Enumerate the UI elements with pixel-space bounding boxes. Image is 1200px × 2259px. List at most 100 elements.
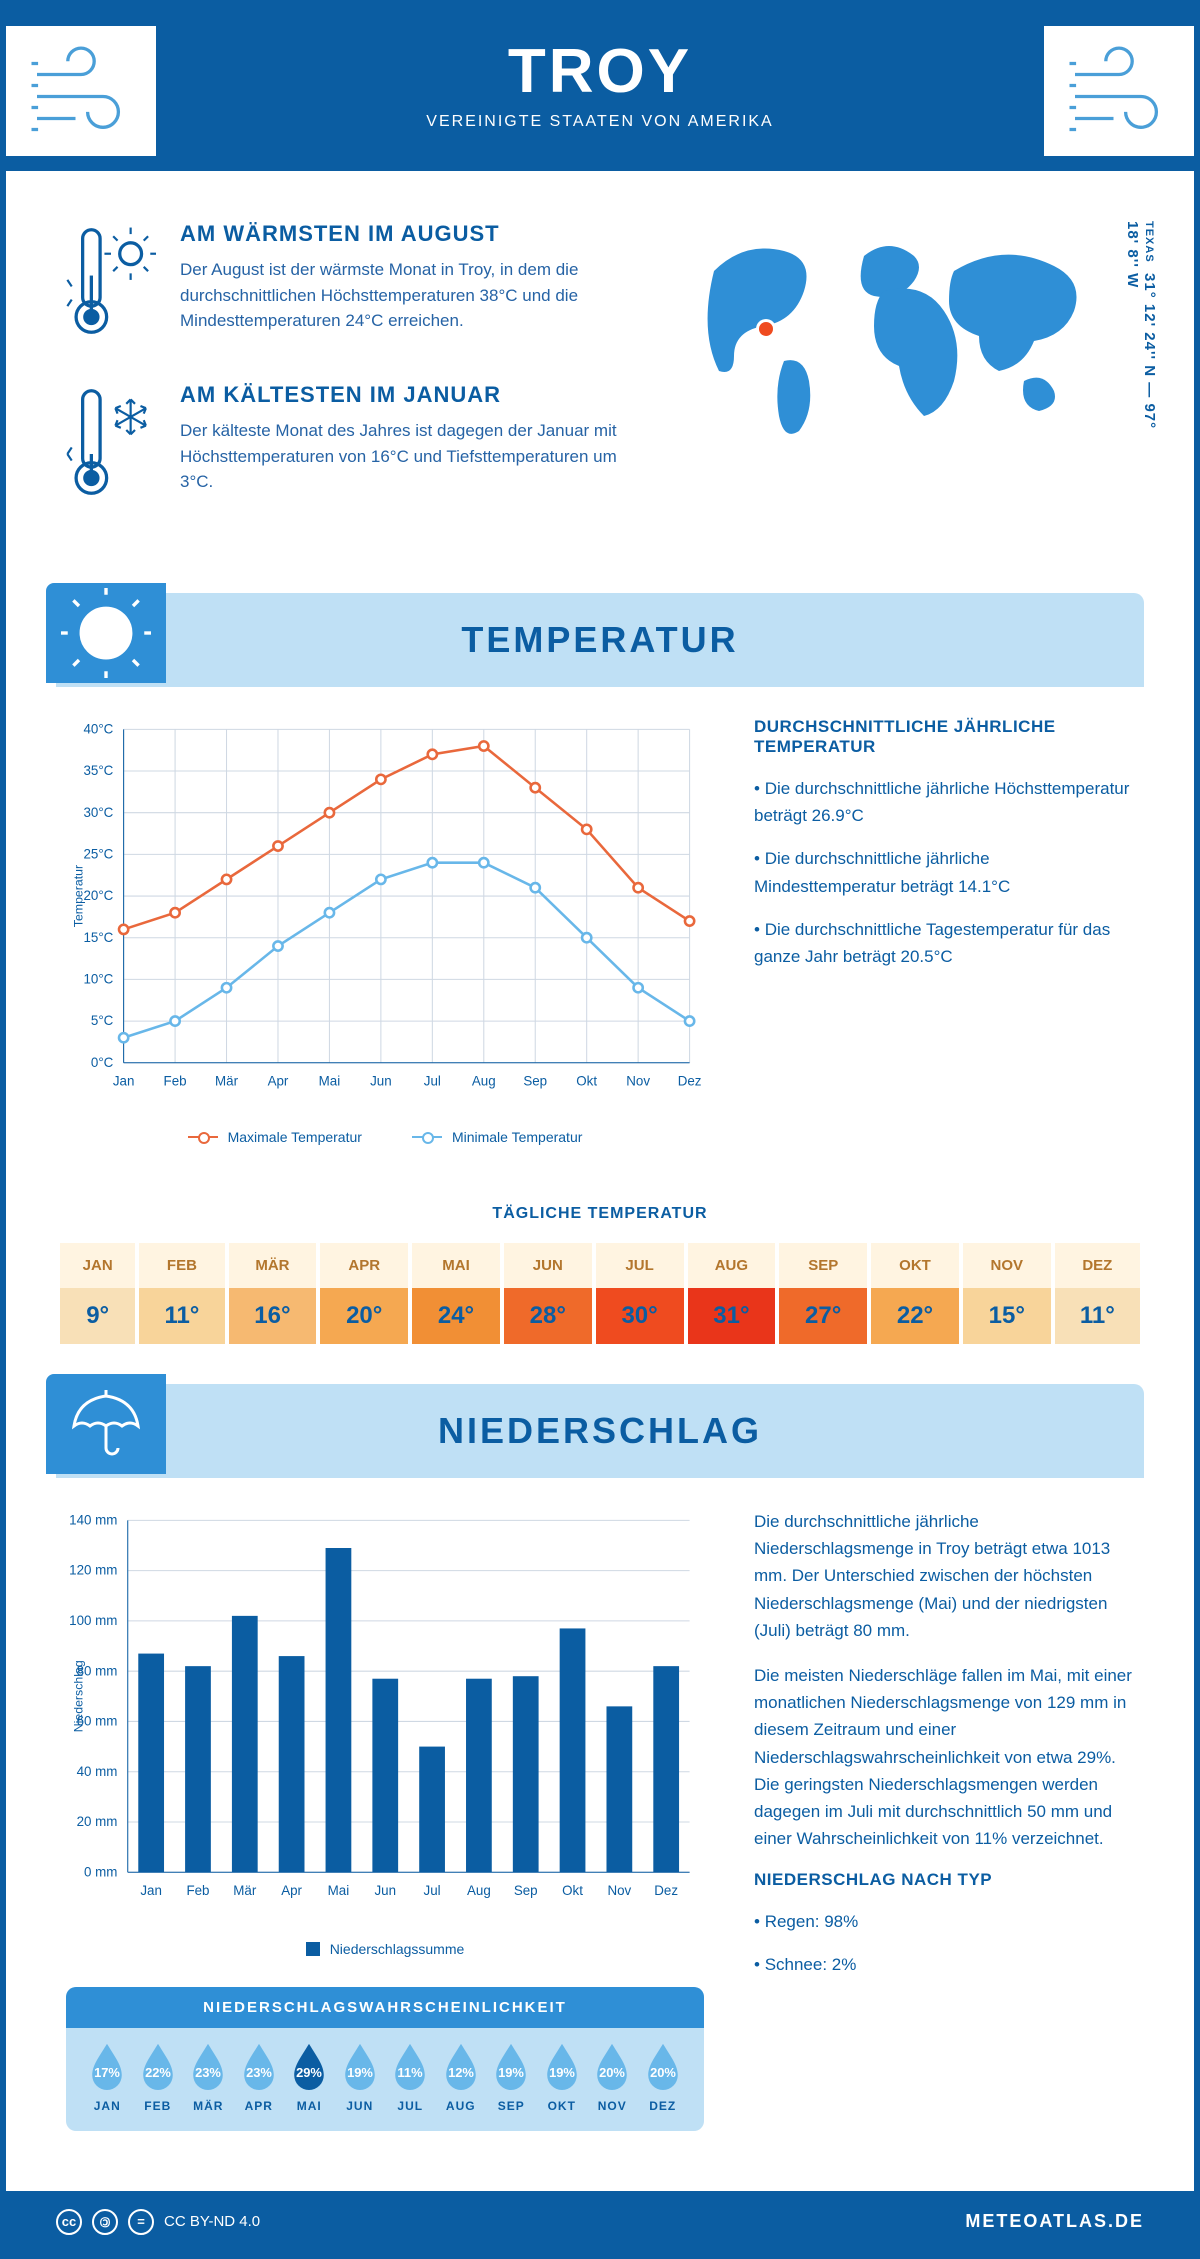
- svg-text:0 mm: 0 mm: [84, 1864, 117, 1879]
- avg-bullet: Die durchschnittliche jährliche Mindestt…: [754, 845, 1134, 899]
- intro-text-col: AM WÄRMSTEN IM AUGUST Der August ist der…: [66, 221, 654, 543]
- warmest-block: AM WÄRMSTEN IM AUGUST Der August ist der…: [66, 221, 654, 346]
- drop-item: 20% DEZ: [638, 2042, 689, 2113]
- svg-text:15°C: 15°C: [83, 930, 113, 945]
- svg-text:Aug: Aug: [467, 1883, 491, 1898]
- precipitation-text: Die durchschnittliche jährliche Niedersc…: [754, 1508, 1134, 2131]
- warmest-text: Der August ist der wärmste Monat in Troy…: [180, 257, 620, 334]
- svg-text:Feb: Feb: [186, 1883, 209, 1898]
- svg-text:20%: 20%: [650, 2065, 676, 2080]
- svg-text:19%: 19%: [498, 2065, 524, 2080]
- svg-text:Feb: Feb: [164, 1073, 187, 1088]
- thermometer-snow-icon: [66, 382, 156, 507]
- wind-icon-left: [6, 26, 156, 156]
- prec-legend-label: Niederschlagssumme: [330, 1941, 465, 1957]
- probability-title: NIEDERSCHLAGSWAHRSCHEINLICHKEIT: [66, 1987, 704, 2028]
- svg-text:Nov: Nov: [607, 1883, 631, 1898]
- drop-item: 29% MAI: [284, 2042, 335, 2113]
- svg-text:19%: 19%: [549, 2065, 575, 2080]
- precipitation-title: NIEDERSCHLAG: [56, 1410, 1144, 1452]
- drop-item: 12% AUG: [436, 2042, 487, 2113]
- section-head-temperature: TEMPERATUR: [56, 593, 1144, 687]
- cc-icon: cc: [56, 2209, 82, 2235]
- svg-text:Apr: Apr: [281, 1883, 302, 1898]
- svg-text:Dez: Dez: [654, 1883, 678, 1898]
- svg-text:29%: 29%: [296, 2065, 322, 2080]
- svg-text:Jun: Jun: [370, 1073, 392, 1088]
- svg-text:22%: 22%: [145, 2065, 171, 2080]
- avg-bullet: Die durchschnittliche Tagestemperatur fü…: [754, 916, 1134, 970]
- map-col: TEXAS 31° 12' 24'' N — 97° 18' 8'' W: [694, 221, 1134, 543]
- by-icon: 🄯: [92, 2209, 118, 2235]
- precipitation-legend: Niederschlagssumme: [66, 1941, 704, 1957]
- svg-text:Nov: Nov: [626, 1073, 650, 1088]
- svg-text:40°C: 40°C: [83, 721, 113, 736]
- svg-text:Okt: Okt: [576, 1073, 597, 1088]
- svg-text:Sep: Sep: [523, 1073, 547, 1088]
- world-map-icon: [694, 221, 1094, 441]
- drop-item: 23% APR: [234, 2042, 285, 2113]
- intro-row: AM WÄRMSTEN IM AUGUST Der August ist der…: [6, 171, 1194, 573]
- coldest-block: AM KÄLTESTEN IM JANUAR Der kälteste Mona…: [66, 382, 654, 507]
- svg-text:25°C: 25°C: [83, 846, 113, 861]
- avg-temp-heading: DURCHSCHNITTLICHE JÄHRLICHE TEMPERATUR: [754, 717, 1134, 757]
- drop-item: 22% FEB: [133, 2042, 184, 2113]
- legend-item: Minimale Temperatur: [412, 1129, 582, 1145]
- daily-temp-table: JANFEBMÄRAPRMAIJUNJULAUGSEPOKTNOVDEZ9°11…: [56, 1243, 1144, 1344]
- svg-text:Okt: Okt: [562, 1883, 583, 1898]
- coords-label: TEXAS 31° 12' 24'' N — 97° 18' 8'' W: [1124, 221, 1158, 446]
- section-head-precipitation: NIEDERSCHLAG: [56, 1384, 1144, 1478]
- svg-text:Mär: Mär: [215, 1073, 239, 1088]
- temperature-line-chart: 0°C5°C10°C15°C20°C25°C30°C35°C40°CJanFeb…: [66, 717, 704, 1113]
- drop-item: 19% JUN: [335, 2042, 386, 2113]
- svg-text:Mär: Mär: [233, 1883, 257, 1898]
- drop-item: 23% MÄR: [183, 2042, 234, 2113]
- type-bullet: Schnee: 2%: [754, 1951, 1134, 1978]
- umbrella-badge-icon: [46, 1374, 166, 1474]
- svg-text:Aug: Aug: [472, 1073, 496, 1088]
- license-text: CC BY-ND 4.0: [164, 2213, 260, 2230]
- svg-text:Apr: Apr: [268, 1073, 289, 1088]
- svg-text:35°C: 35°C: [83, 763, 113, 778]
- prec-para-2: Die meisten Niederschläge fallen im Mai,…: [754, 1662, 1134, 1852]
- svg-text:20%: 20%: [599, 2065, 625, 2080]
- drop-item: 17% JAN: [82, 2042, 133, 2113]
- svg-text:17%: 17%: [94, 2065, 120, 2080]
- svg-text:Jan: Jan: [140, 1883, 162, 1898]
- sun-badge-icon: [46, 583, 166, 683]
- svg-text:0°C: 0°C: [91, 1055, 114, 1070]
- svg-text:11%: 11%: [398, 2065, 424, 2080]
- drop-item: 20% NOV: [587, 2042, 638, 2113]
- svg-text:10°C: 10°C: [83, 972, 113, 987]
- wind-icon-right: [1044, 26, 1194, 156]
- svg-text:120 mm: 120 mm: [69, 1563, 117, 1578]
- svg-text:Temperatur: Temperatur: [71, 865, 85, 927]
- prec-type-heading: NIEDERSCHLAG NACH TYP: [754, 1870, 1134, 1890]
- avg-bullet: Die durchschnittliche jährliche Höchstte…: [754, 775, 1134, 829]
- warmest-title: AM WÄRMSTEN IM AUGUST: [180, 221, 620, 247]
- coldest-title: AM KÄLTESTEN IM JANUAR: [180, 382, 620, 408]
- thermometer-sun-icon: [66, 221, 156, 346]
- svg-text:100 mm: 100 mm: [69, 1613, 117, 1628]
- precipitation-bar-chart: 0 mm20 mm40 mm60 mm80 mm100 mm120 mm140 …: [66, 1508, 704, 1925]
- brand-name: METEOATLAS.DE: [965, 2211, 1144, 2232]
- svg-text:Niederschlag: Niederschlag: [71, 1660, 85, 1732]
- svg-text:Jul: Jul: [424, 1073, 441, 1088]
- infographic-page: TROY VEREINIGTE STAATEN VON AMERIKA AM W…: [0, 0, 1200, 2259]
- svg-text:Jan: Jan: [113, 1073, 135, 1088]
- header: TROY VEREINIGTE STAATEN VON AMERIKA: [6, 6, 1194, 171]
- svg-text:Jun: Jun: [374, 1883, 396, 1898]
- probability-box: NIEDERSCHLAGSWAHRSCHEINLICHKEIT 17% JAN …: [66, 1987, 704, 2131]
- drop-item: 11% JUL: [385, 2042, 436, 2113]
- svg-text:20 mm: 20 mm: [77, 1814, 118, 1829]
- country-subtitle: VEREINIGTE STAATEN VON AMERIKA: [26, 113, 1174, 131]
- temperature-legend: Maximale Temperatur Minimale Temperatur: [66, 1129, 704, 1145]
- svg-text:40 mm: 40 mm: [77, 1764, 118, 1779]
- license-block: cc 🄯 = CC BY-ND 4.0: [56, 2209, 260, 2235]
- prec-para-1: Die durchschnittliche jährliche Niedersc…: [754, 1508, 1134, 1644]
- daily-temp-title: TÄGLICHE TEMPERATUR: [6, 1205, 1194, 1223]
- legend-item: Maximale Temperatur: [188, 1129, 362, 1145]
- svg-text:Jul: Jul: [424, 1883, 441, 1898]
- svg-text:140 mm: 140 mm: [69, 1512, 117, 1527]
- svg-text:Mai: Mai: [319, 1073, 341, 1088]
